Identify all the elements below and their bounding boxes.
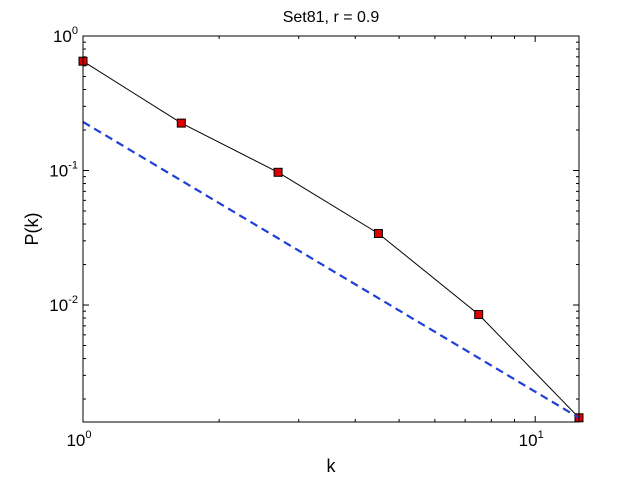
data-point <box>273 167 283 177</box>
tick-layer: 100 101 100 10-1 10-2 <box>49 25 579 450</box>
chart-title: Set81, r = 0.9 <box>283 9 380 26</box>
x-tick-label: 100 <box>66 429 91 450</box>
data-point <box>176 118 186 128</box>
plot-frame <box>82 35 580 423</box>
series-line-solid <box>82 60 580 419</box>
x-tick-label: 101 <box>519 429 544 450</box>
x-axis-label: k <box>327 456 337 476</box>
y-tick-label: 10-1 <box>49 160 78 181</box>
data-point <box>373 229 383 238</box>
series-line-dashed <box>82 120 580 419</box>
y-axis-label: P(k) <box>22 213 42 246</box>
y-tick-label: 100 <box>53 25 78 46</box>
data-point <box>474 310 484 319</box>
plot-area <box>83 36 579 422</box>
y-tick-label: 10-2 <box>49 294 78 315</box>
